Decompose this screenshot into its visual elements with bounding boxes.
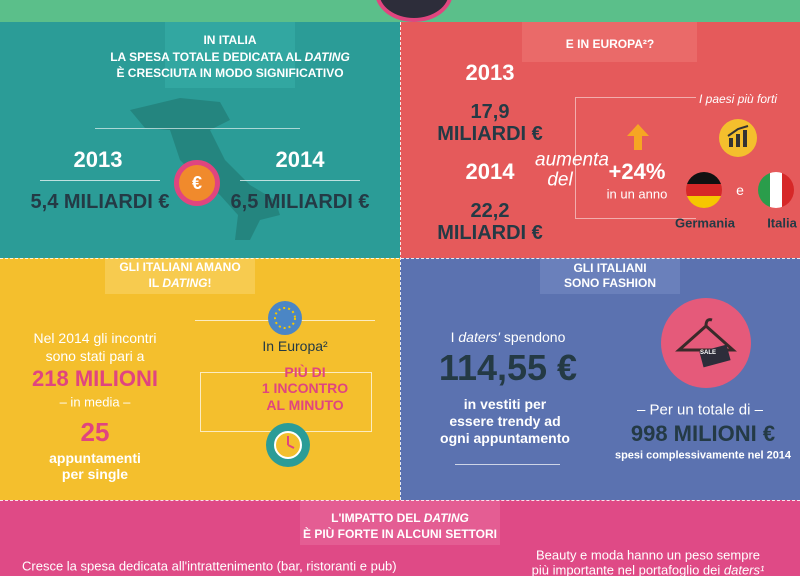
text: appuntamenti (49, 450, 141, 466)
year: 2013 (465, 60, 515, 85)
tab (540, 258, 680, 294)
big-number: 25 (80, 417, 110, 447)
amount-unit: MILIARDI € (437, 222, 543, 244)
panel-fashion (400, 258, 800, 500)
rule (240, 180, 360, 181)
heading-part: LA SPESA TOTALE DEDICATA AL (110, 50, 305, 64)
big-number: 998 MILIONI € (630, 421, 776, 446)
highlight: AL MINUTO (266, 397, 344, 413)
heading: GLI ITALIANI AMANO (119, 260, 241, 274)
big-number: 218 MILIONI (32, 366, 158, 391)
heading: E IN EUROPA²? (565, 37, 655, 51)
chart-icon (719, 119, 757, 157)
amount: 6,5 MILIARDI € (230, 191, 370, 213)
text: per single (61, 466, 129, 482)
text: essere trendy ad (449, 413, 561, 429)
text-part: più importante nel portafoglio dei (531, 562, 724, 576)
sale-tag: SALE (699, 350, 717, 356)
growth-label: aumenta (535, 149, 609, 171)
rule (575, 97, 696, 219)
growth-period: in un anno (606, 186, 668, 202)
heading: SONO FASHION (563, 276, 657, 290)
eu-icon (268, 301, 302, 335)
heading: L'IMPATTO DEL DATING (331, 512, 469, 524)
tab (522, 22, 697, 62)
countries-title: I paesi più forti (698, 92, 778, 106)
heading: IL DATING! (149, 277, 212, 289)
rule (455, 464, 560, 465)
heading: È CRESCIUTA IN MODO SIGNIFICATIVO (116, 66, 344, 80)
year: 2014 (465, 159, 515, 184)
flags (686, 172, 794, 208)
text: Cresce la spesa dedicata all'intrattenim… (22, 558, 397, 574)
tab (105, 258, 255, 294)
text-part: I (450, 329, 459, 345)
heading-part: IL (148, 276, 163, 290)
heading-part: DATING (423, 511, 469, 525)
text: in vestiti per (463, 396, 547, 412)
text-part: daters' (458, 329, 500, 345)
amount: 17,9 (470, 101, 510, 123)
text-part: daters¹ (723, 562, 765, 576)
country: Germania (675, 215, 735, 231)
heading-part: DATING (304, 50, 350, 64)
conjunction: e (736, 182, 744, 198)
text: In Europa² (262, 338, 328, 354)
rule (95, 128, 300, 129)
heading: GLI ITALIANI (573, 261, 647, 275)
heading-part: ! (207, 276, 212, 290)
heading: È PIÙ FORTE IN ALCUNI SETTORI (302, 527, 498, 541)
amount: 5,4 MILIARDI € (30, 191, 170, 213)
heading-part: L'IMPATTO DEL (331, 511, 424, 525)
rule (40, 180, 160, 181)
year: 2013 (73, 147, 123, 172)
text: – in media – (59, 394, 131, 410)
text-part: spendono (499, 329, 566, 345)
text: Nel 2014 gli incontri (33, 330, 157, 346)
year: 2014 (275, 147, 325, 172)
text: ogni appuntamento (440, 430, 570, 446)
text: sono stati pari a (45, 348, 145, 364)
heading: LA SPESA TOTALE DEDICATA AL DATING (110, 51, 350, 63)
amount: 22,2 (470, 200, 510, 222)
text: I daters' spendono (451, 330, 566, 344)
growth-label: del (547, 169, 573, 191)
divider (0, 500, 800, 501)
text: – Per un totale di – (637, 401, 763, 419)
big-number: 114,55 € (438, 347, 578, 388)
euro-icon: € (174, 160, 220, 206)
clock-icon (266, 423, 310, 467)
highlight: PIÙ DI (284, 364, 326, 380)
growth-value: +24% (608, 159, 666, 184)
heading: IN ITALIA (203, 33, 257, 47)
divider (400, 22, 401, 500)
up-arrow (627, 124, 649, 150)
highlight: 1 INCONTRO (261, 380, 349, 396)
text: spesi complessivamente nel 2014 (614, 449, 792, 462)
text: Beauty e moda hanno un peso sempre (535, 547, 761, 563)
tab (300, 500, 500, 545)
country: Italia (767, 215, 797, 231)
amount-unit: MILIARDI € (437, 123, 543, 145)
heading-part: DATING (162, 276, 208, 290)
tab (165, 22, 295, 88)
text: più importante nel portafoglio dei dater… (532, 564, 765, 576)
hanger-icon (661, 298, 751, 388)
